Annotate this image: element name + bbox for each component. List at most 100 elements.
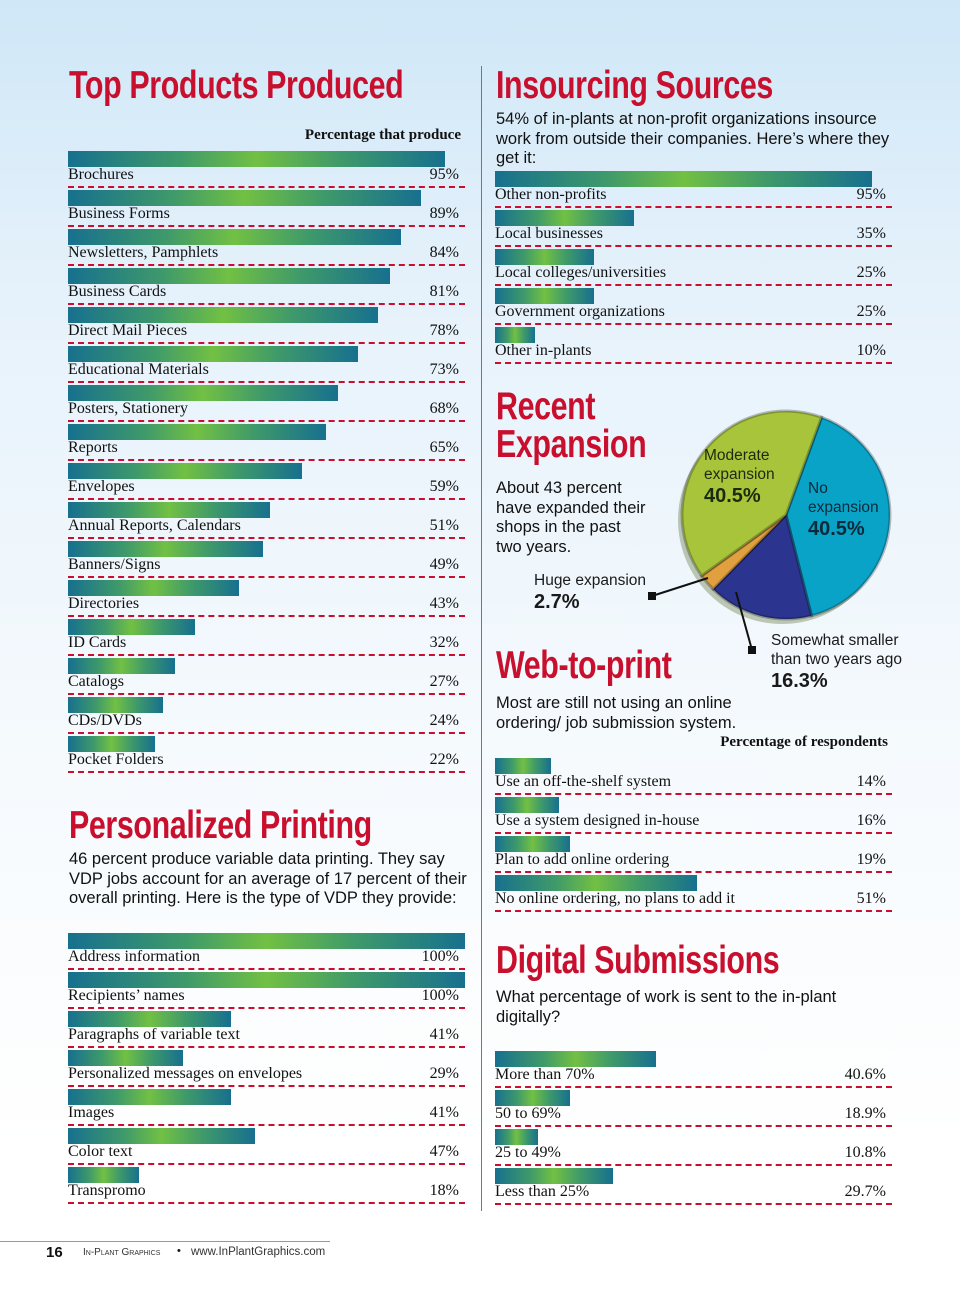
expansion-title-line1: Recent — [496, 385, 596, 428]
bar-row: Images 41% — [68, 1089, 465, 1128]
bar — [495, 249, 595, 265]
digital-submissions-intro: What percentage of work is sent to the i… — [496, 988, 837, 1026]
bar-value: 32% — [429, 634, 459, 651]
dashed-divider — [68, 381, 465, 383]
dashed-divider — [68, 342, 465, 344]
dashed-divider — [495, 871, 892, 873]
bar-value: 68% — [429, 400, 459, 417]
bar-row: Educational Materials 73% — [68, 346, 465, 385]
publication-name: In-Plant Graphics — [83, 1247, 161, 1258]
bar-row: Recipients’ names 100% — [68, 972, 465, 1011]
pie-leader-marker — [748, 646, 756, 654]
bar — [68, 502, 271, 518]
bar-row: Reports 65% — [68, 424, 465, 463]
dashed-divider — [68, 498, 465, 500]
pie-leader-line — [735, 591, 753, 651]
bar-label: Recipients’ names — [68, 987, 185, 1004]
dashed-divider — [68, 1202, 465, 1204]
pie-label-text: than two years ago — [771, 651, 902, 668]
dashed-divider — [68, 771, 465, 773]
bar-value: 27% — [429, 673, 459, 690]
bar-row: Paragraphs of variable text 41% — [68, 1011, 465, 1050]
bar-value: 49% — [429, 556, 459, 573]
bar — [68, 1050, 184, 1066]
bar — [68, 268, 390, 284]
bar-label: Color text — [68, 1143, 133, 1160]
top-products-title: Top Products Produced — [69, 64, 404, 107]
bar — [68, 1128, 255, 1144]
bar-row: Posters, Stationery 68% — [68, 385, 465, 424]
bar — [495, 875, 698, 891]
dashed-divider — [68, 186, 465, 188]
pie-slice — [711, 512, 814, 621]
pie-label-text: expansion — [808, 499, 879, 516]
bar — [68, 933, 465, 949]
bar-label: Government organizations — [495, 303, 665, 320]
bar — [68, 580, 239, 596]
bar-value: 81% — [429, 283, 459, 300]
bar-label: More than 70% — [495, 1066, 595, 1083]
dashed-divider — [68, 1007, 465, 1009]
dashed-divider — [495, 1203, 892, 1205]
pie-label-text: expansion — [704, 466, 775, 483]
bar-label: No online ordering, no plans to add it — [495, 890, 735, 907]
pie-value: 40.5% — [808, 518, 865, 540]
dashed-divider — [495, 323, 892, 325]
dashed-divider — [68, 615, 465, 617]
bar-value: 29.7% — [844, 1183, 886, 1200]
digital-submissions-bar-list: More than 70% 40.6% 50 to 69% 18.9% 25 to 49… — [495, 1051, 892, 1207]
dashed-divider — [495, 1086, 892, 1088]
pie-leader-line — [651, 577, 709, 597]
bar-label: Local colleges/universities — [495, 264, 667, 281]
dashed-divider — [68, 1085, 465, 1087]
bar-label: Images — [68, 1104, 115, 1121]
bar-row: Newsletters, Pamphlets 84% — [68, 229, 465, 268]
bar-value: 89% — [429, 205, 459, 222]
personalized-printing-intro: 46 percent produce variable data printin… — [69, 850, 467, 907]
insourcing-title: Insourcing Sources — [496, 64, 773, 107]
bar-label: Address information — [68, 948, 200, 965]
dashed-divider — [68, 1163, 465, 1165]
dashed-divider — [68, 654, 465, 656]
bar-row: Envelopes 59% — [68, 463, 465, 502]
bar-value: 18.9% — [844, 1105, 886, 1122]
bar-value: 24% — [429, 712, 459, 729]
pie-label-huge: Huge expansion 2.7% — [534, 571, 646, 612]
bar — [68, 190, 422, 206]
bar — [495, 327, 535, 343]
dashed-divider — [495, 793, 892, 795]
bar-label: Educational Materials — [68, 361, 209, 378]
dashed-divider — [495, 206, 892, 208]
bar — [495, 797, 559, 813]
dashed-divider — [68, 693, 465, 695]
dashed-divider — [68, 537, 465, 539]
pie-slice — [699, 513, 788, 592]
bar — [68, 229, 402, 245]
dashed-divider — [68, 1046, 465, 1048]
bar-row: Direct Mail Pieces 78% — [68, 307, 465, 346]
bar-row: Use a system designed in-house 16% — [495, 797, 892, 836]
bar — [495, 836, 571, 852]
bar-label: Envelopes — [68, 478, 135, 495]
bar-row: 25 to 49% 10.8% — [495, 1129, 892, 1168]
pie-leader-marker — [648, 592, 656, 600]
bar — [68, 972, 465, 988]
bar-row: Pocket Folders 22% — [68, 736, 465, 775]
bar-row: ID Cards 32% — [68, 619, 465, 658]
bar-row: Brochures 95% — [68, 151, 465, 190]
bar-label: Other non-profits — [495, 186, 607, 203]
bar-row: Transpromo 18% — [68, 1167, 465, 1206]
bar-row: Business Cards 81% — [68, 268, 465, 307]
bar-row: Use an off-the-shelf system 14% — [495, 758, 892, 797]
bar — [68, 541, 263, 557]
pie-label-text: No — [808, 480, 828, 497]
bar — [495, 288, 595, 304]
bar-value: 41% — [429, 1104, 459, 1121]
bar-value: 95% — [429, 166, 459, 183]
insourcing-bar-list: Other non-profits 95% Local businesses 35% L… — [495, 171, 892, 366]
bar-label: Paragraphs of variable text — [68, 1026, 240, 1043]
dashed-divider — [495, 284, 892, 286]
bar — [495, 1090, 571, 1106]
bar-label: Local businesses — [495, 225, 603, 242]
bar-label: Use a system designed in-house — [495, 812, 700, 829]
